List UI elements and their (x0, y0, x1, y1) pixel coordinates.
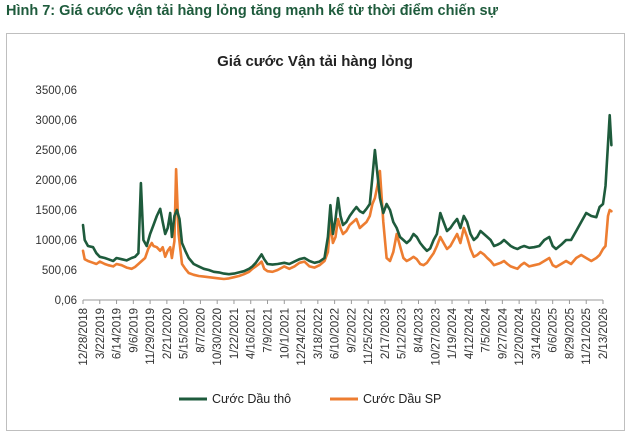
y-tick-label: 0,06 (55, 295, 77, 307)
y-tick-label: 3000,06 (35, 115, 77, 127)
series-layer (81, 113, 613, 281)
x-tick-label: 3/18/2022 (313, 308, 325, 359)
x-tick-label: 11/29/2019 (145, 308, 157, 365)
chart-container: Giá cước Vận tải hàng lỏng 0,06 500,06 100… (6, 33, 625, 431)
x-tick-label: 10/27/2023 (430, 308, 442, 366)
x-tick-label: 2/13/2026 (598, 308, 610, 359)
x-tick-label: 10/30/2020 (212, 308, 224, 366)
x-tick-label: 2/17/2023 (380, 308, 392, 359)
x-tick-label: 1/19/2024 (447, 307, 459, 359)
y-axis: 0,06 500,06 1000,06 1500,06 2000,06 2500,06 30… (35, 85, 77, 307)
x-tick-label: 6/14/2019 (112, 308, 124, 359)
x-axis: 12/28/2018 3/22/2019 6/14/2019 9/6/2019 11/2… (78, 299, 610, 366)
y-tick-label: 2500,06 (35, 145, 77, 157)
x-tick-label: 11/25/2022 (363, 308, 375, 365)
y-tick-label: 1500,06 (35, 205, 77, 217)
y-tick-label: 2000,06 (35, 175, 77, 187)
legend-label: Cước Dầu thô (212, 392, 291, 406)
x-tick-label: 9/6/2019 (128, 308, 140, 353)
x-tick-label: 2/21/2020 (162, 308, 174, 359)
x-tick-label: 12/24/2021 (296, 308, 308, 366)
x-tick-label: 12/28/2018 (78, 308, 90, 366)
x-tick-label: 3/14/2025 (531, 308, 543, 359)
x-tick-label: 1/22/2021 (229, 308, 241, 359)
series-line-1 (81, 167, 613, 281)
x-tick-label: 9/2/2022 (346, 308, 358, 353)
x-tick-label: 4/12/2024 (464, 307, 476, 359)
x-tick-label: 7/9/2021 (263, 308, 275, 353)
x-tick-label: 8/7/2020 (195, 308, 207, 353)
x-tick-label: 10/1/2021 (279, 308, 291, 359)
y-tick-label: 3500,06 (35, 85, 77, 97)
x-tick-label: 6/6/2025 (548, 308, 560, 353)
figure-caption: Hình 7: Giá cước vận tải hàng lỏng tăng … (6, 3, 499, 19)
x-tick-label: 5/15/2020 (179, 308, 191, 359)
x-tick-label: 8/29/2025 (564, 308, 576, 359)
x-tick-label: 8/4/2023 (413, 308, 425, 353)
x-tick-label: 7/5/2024 (481, 307, 493, 352)
y-tick-label: 500,06 (42, 265, 77, 277)
series-line-0 (81, 113, 613, 276)
x-tick-label: 6/10/2022 (330, 308, 342, 359)
chart-svg: Giá cước Vận tải hàng lỏng 0,06 500,06 100… (35, 53, 613, 406)
legend: Cước Dầu thô Cước Dầu SP (179, 392, 441, 406)
y-tick-label: 1000,06 (35, 235, 77, 247)
legend-label: Cước Dầu SP (363, 392, 441, 406)
x-tick-label: 11/21/2025 (581, 308, 593, 365)
x-tick-label: 9/27/2024 (497, 307, 509, 359)
x-tick-label: 3/22/2019 (95, 308, 107, 359)
x-tick-label: 4/16/2021 (246, 308, 258, 359)
x-tick-label: 12/20/2024 (514, 307, 526, 365)
chart-title: Giá cước Vận tải hàng lỏng (217, 53, 413, 70)
x-tick-label: 5/12/2023 (397, 308, 409, 359)
